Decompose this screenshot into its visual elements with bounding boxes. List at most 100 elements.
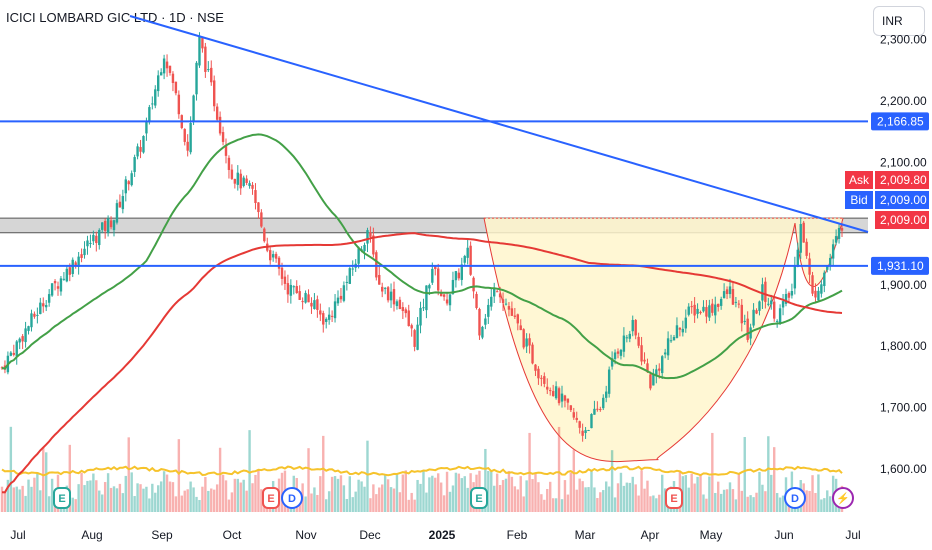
- volume-bar: [761, 484, 764, 512]
- volume-bar: [210, 488, 213, 512]
- candle-body: [59, 278, 63, 292]
- candle-body: [522, 329, 525, 348]
- candle-body: [451, 279, 455, 294]
- candle-body: [649, 374, 652, 389]
- candle-body: [398, 299, 402, 310]
- candle-body: [86, 240, 89, 247]
- volume-bar: [18, 489, 21, 512]
- candle-body: [307, 294, 310, 303]
- candle-body: [242, 177, 245, 186]
- candle-body: [693, 304, 696, 316]
- volume-bar: [460, 478, 463, 512]
- candle-body: [578, 421, 581, 428]
- currency-selector[interactable]: INR: [873, 6, 925, 36]
- candle-body: [218, 116, 222, 134]
- volume-bar: [705, 498, 708, 512]
- volume-bar: [198, 499, 201, 512]
- volume-bar: [354, 491, 357, 512]
- candle-body: [602, 397, 605, 409]
- candle-body: [177, 94, 181, 115]
- volume-bar: [569, 472, 573, 512]
- volume-bar: [687, 487, 690, 512]
- candle-body: [269, 250, 272, 261]
- candle-body: [537, 368, 540, 379]
- volume-bar: [431, 475, 434, 512]
- volume-bar: [557, 426, 561, 512]
- volume-bar: [811, 475, 814, 512]
- volume-bar: [755, 492, 758, 512]
- volume-bar: [15, 486, 18, 512]
- volume-bar: [345, 498, 349, 512]
- volume-bar: [746, 496, 749, 512]
- volume-bar: [442, 495, 446, 512]
- candle-body: [610, 358, 614, 367]
- candle-body: [363, 244, 366, 252]
- volume-bar: [439, 482, 443, 512]
- title-separator: ·: [161, 10, 170, 25]
- candle-body: [516, 314, 519, 324]
- candle-body: [319, 310, 322, 315]
- quote-tag-box: [875, 211, 929, 229]
- candle-body: [271, 254, 275, 258]
- candle-body: [719, 298, 723, 306]
- volume-bar: [457, 473, 461, 512]
- volume-bar: [195, 496, 198, 512]
- volume-bar: [637, 495, 640, 512]
- volume-bar: [121, 493, 125, 512]
- volume-bar: [224, 480, 228, 512]
- quote-tag-name: Ask: [849, 173, 870, 187]
- volume-bar: [115, 488, 119, 512]
- candle-body: [472, 277, 475, 292]
- volume-moving-average: [1, 465, 843, 477]
- candle-body: [42, 303, 45, 307]
- candle-body: [171, 73, 175, 83]
- candle-body: [572, 412, 575, 418]
- candle-body: [336, 297, 340, 304]
- volume-bar: [416, 479, 419, 512]
- candle-body: [74, 262, 77, 267]
- volume-bar: [124, 475, 127, 512]
- volume-bar: [0, 486, 4, 512]
- volume-bar: [722, 489, 726, 512]
- candle-body: [106, 218, 110, 233]
- candle-body: [728, 286, 732, 295]
- volume-bar: [554, 498, 558, 512]
- candle-body: [634, 320, 637, 336]
- volume-bar: [661, 474, 664, 512]
- candle-body: [487, 304, 490, 317]
- candle-body: [731, 289, 735, 305]
- candle-body: [637, 336, 640, 346]
- candle-body: [45, 305, 48, 308]
- candle-body: [89, 242, 92, 244]
- volume-bar: [307, 448, 310, 512]
- candle-body: [460, 264, 463, 280]
- volume-bar: [168, 481, 172, 512]
- candle-body: [622, 335, 626, 352]
- volume-bar: [386, 479, 390, 512]
- volume-bar: [68, 444, 71, 512]
- candle-body: [39, 302, 42, 315]
- candle-body: [646, 363, 649, 373]
- candle-body: [834, 236, 838, 243]
- volume-bar: [142, 488, 145, 512]
- candle-body: [407, 310, 410, 327]
- candle-body: [448, 294, 452, 306]
- volume-bar: [221, 474, 225, 512]
- candle-body: [392, 289, 396, 305]
- candle-body: [563, 395, 567, 401]
- quote-tag-box: [875, 191, 929, 209]
- y-tick-label: 2,100.00: [880, 155, 927, 169]
- interval-label: 1D: [169, 10, 186, 25]
- volume-bar: [549, 481, 552, 512]
- x-tick-label: Nov: [295, 528, 316, 542]
- volume-bar: [419, 483, 422, 512]
- candle-body: [802, 222, 805, 243]
- quote-tag-value: 2,009.00: [880, 193, 927, 207]
- candle-body: [575, 417, 578, 420]
- volume-bar: [213, 489, 216, 512]
- currency-label: INR: [882, 14, 903, 28]
- event-marker-letter: E: [58, 493, 65, 505]
- volume-bar: [823, 498, 826, 512]
- volume-bar: [631, 476, 634, 512]
